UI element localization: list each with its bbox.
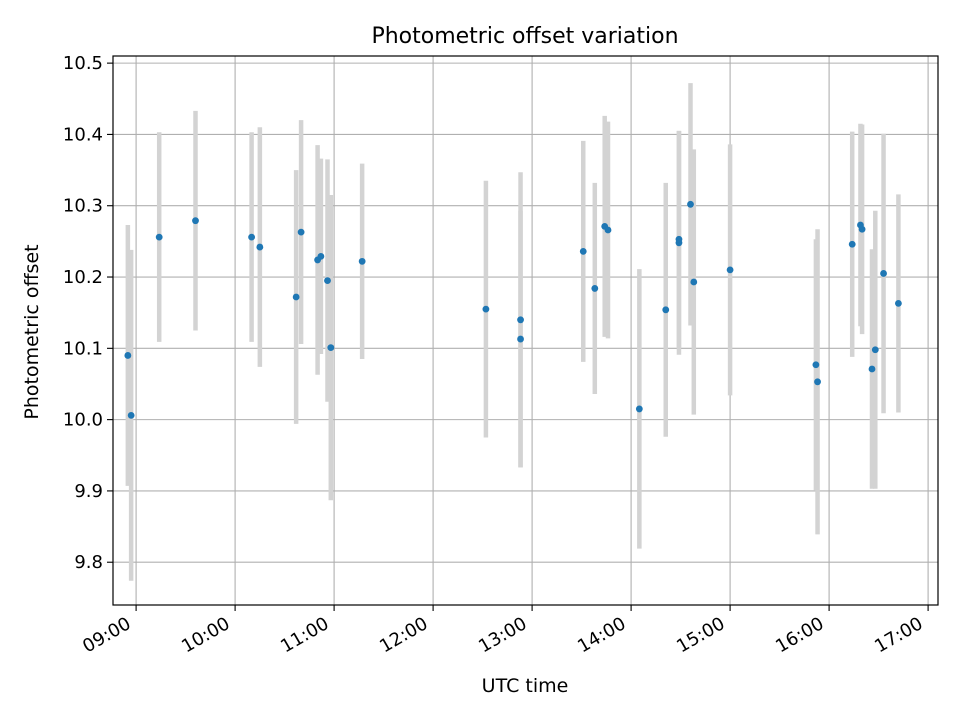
x-tick-label: 13:00 — [475, 613, 530, 657]
x-tick-label: 16:00 — [772, 613, 827, 657]
data-point — [155, 233, 163, 241]
data-point — [579, 247, 587, 255]
data-point — [858, 225, 866, 233]
data-point — [812, 361, 820, 369]
x-tick-label: 17:00 — [871, 613, 926, 657]
plot-frame — [112, 55, 939, 606]
y-tick-label: 10.5 — [63, 53, 103, 74]
data-point — [517, 316, 524, 324]
data-points — [124, 200, 902, 419]
data-point — [358, 257, 366, 265]
y-tick-label: 10.4 — [63, 124, 103, 145]
grid-lines — [113, 56, 938, 605]
y-axis-ticks: 9.8 9.9 10.0 10.1 10.2 10.3 10.4 10.5 — [63, 53, 113, 573]
y-tick-label: 9.8 — [74, 552, 103, 573]
data-point — [517, 335, 524, 343]
y-tick-label: 9.9 — [74, 481, 103, 502]
y-tick-label: 10.3 — [63, 196, 103, 217]
data-point — [327, 344, 335, 352]
y-axis-label: Photometric offset — [21, 244, 43, 419]
data-point — [871, 346, 879, 354]
data-point — [482, 305, 490, 313]
data-point — [324, 277, 331, 284]
x-axis-ticks: 09:00 10:00 11:00 12:00 13:00 14:00 15:00 16:00… — [79, 605, 929, 657]
data-point — [687, 200, 694, 208]
data-point — [895, 300, 902, 307]
x-tick-label: 11:00 — [277, 613, 332, 657]
data-point — [604, 226, 612, 234]
data-point — [292, 293, 300, 301]
data-point — [248, 233, 256, 241]
x-tick-label: 12:00 — [376, 613, 431, 657]
data-point — [690, 278, 698, 286]
data-point — [662, 306, 670, 314]
data-point — [635, 405, 643, 413]
data-point — [192, 217, 199, 225]
x-tick-label: 09:00 — [79, 613, 134, 657]
y-tick-label: 10.2 — [63, 267, 103, 288]
chart-title: Photometric offset variation — [371, 24, 678, 49]
data-point — [675, 235, 683, 243]
data-point — [297, 228, 305, 236]
data-point — [868, 365, 876, 373]
error-bars — [125, 83, 901, 581]
data-point — [848, 240, 856, 248]
data-point — [256, 243, 264, 251]
x-tick-label: 14:00 — [574, 613, 629, 657]
data-point — [124, 352, 132, 359]
x-axis-label: UTC time — [482, 675, 569, 697]
data-point — [880, 270, 887, 277]
x-tick-label: 10:00 — [178, 613, 233, 657]
y-tick-label: 10.1 — [63, 338, 103, 359]
data-point — [726, 266, 734, 274]
data-point — [127, 411, 135, 419]
x-tick-label: 15:00 — [673, 613, 728, 657]
y-tick-label: 10.0 — [63, 410, 103, 431]
data-point — [317, 252, 325, 260]
data-point — [814, 378, 821, 386]
data-point — [591, 285, 599, 292]
